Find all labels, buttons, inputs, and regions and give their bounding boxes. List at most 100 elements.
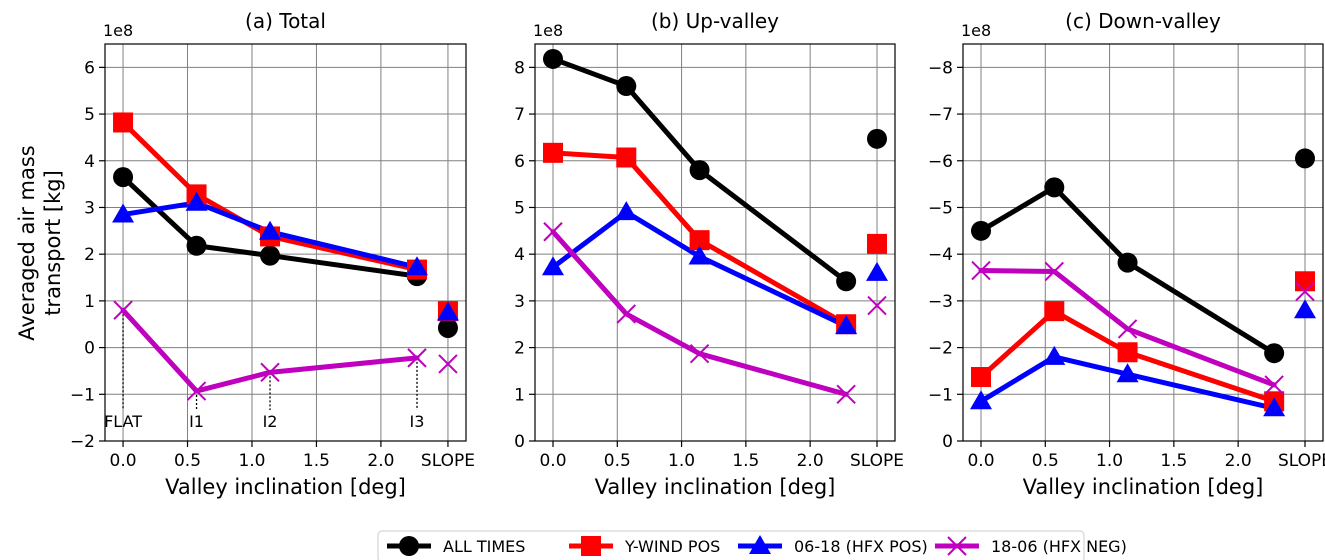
slope-point-ywind [867, 233, 887, 254]
legend-entry-ywind: Y-WIND POS [569, 536, 720, 556]
data-point-hfxneg [407, 348, 427, 368]
data-point-hfxneg [836, 384, 856, 405]
legend-label: 06-18 (HFX POS) [794, 537, 928, 556]
y-tick-label: −2 [928, 339, 953, 359]
data-point-all [113, 167, 134, 188]
data-point-ywind [543, 142, 563, 163]
axis-scale-label: 1e8 [103, 21, 133, 40]
x-tick-label: 1.5 [732, 451, 759, 471]
x-tick-label: 1.0 [238, 451, 265, 471]
x-tick-label: 1.0 [1096, 451, 1123, 471]
y-tick-label: 8 [514, 58, 525, 78]
y-tick-label: 3 [514, 292, 525, 312]
data-point-hfxpos [1263, 397, 1286, 417]
series-line-hfxpos [978, 354, 1277, 411]
annotation-label: I1 [189, 412, 204, 431]
data-point-all [971, 220, 991, 241]
y-tick-label: 2 [84, 245, 95, 265]
data-point-all [260, 245, 281, 266]
x-tick-label: 2.0 [797, 451, 824, 471]
chart-panels: FLAT I1 I2 I3 0.0 0.5 1.0 1.5 2.0 SLOPE −2 −1 0 1 2 3 4 5… [70, 9, 1325, 499]
data-point-hfxneg [186, 381, 207, 401]
x-tick-label: SLOPE [850, 451, 904, 471]
data-point-hfxpos [688, 245, 711, 265]
annotation-label: I3 [410, 412, 425, 431]
panel-1: FLAT I1 I2 I3 0.0 0.5 1.0 1.5 2.0 SLOPE −2 −1 0 1 2 3 4 5… [70, 9, 475, 499]
series-line-all [550, 56, 849, 284]
y-tick-label: 6 [514, 152, 525, 172]
y-tick-label: −1 [928, 385, 953, 405]
y-tick-label: −2 [70, 432, 95, 452]
legend-entry-hfxpos: 06-18 (HFX POS) [738, 535, 928, 556]
x-tick-label: SLOPE [1278, 451, 1325, 471]
data-point-ywind [971, 367, 991, 388]
y-tick-label: 0 [514, 432, 525, 452]
slope-point-all [867, 128, 887, 149]
y-tick-label: −4 [928, 245, 953, 265]
slope-point-ywind [1295, 271, 1315, 292]
axis-scale-label: 1e8 [961, 21, 991, 40]
legend-marker-hfxneg [947, 536, 967, 556]
y-tick-label: 6 [84, 58, 95, 78]
x-tick-label: 1.0 [668, 451, 695, 471]
slope-point-hfxneg [1295, 281, 1315, 302]
series-line-hfxneg [978, 268, 1277, 388]
data-point-hfxpos [259, 220, 282, 240]
x-tick-label: 0.5 [1032, 451, 1059, 471]
y-tick-label: −6 [928, 152, 953, 172]
x-axis-label: Valley inclination [deg] [165, 475, 406, 499]
data-point-all [1044, 177, 1065, 198]
data-point-hfxneg [260, 362, 280, 383]
data-point-ywind [616, 147, 637, 168]
annotation-label: FLAT [104, 412, 142, 431]
data-point-all [543, 48, 563, 69]
series-line-all [978, 184, 1277, 356]
y-tick-label: 4 [84, 152, 95, 172]
data-point-hfxneg [689, 343, 710, 364]
series-line-hfxpos [550, 209, 849, 329]
legend-marker-hfxpos [749, 535, 771, 554]
y-tick-label: 5 [84, 105, 95, 125]
y-axis-label-line1: Averaged air mass [15, 145, 39, 340]
data-point-ywind [689, 230, 710, 251]
x-tick-label: 0.5 [604, 451, 631, 471]
axis-scale-label: 1e8 [533, 21, 563, 40]
data-point-all [689, 160, 710, 181]
data-point-hfxpos [542, 256, 564, 276]
panel-title: (a) Total [245, 9, 326, 33]
series-line-hfxneg [550, 229, 849, 397]
slope-point-hfxpos [866, 261, 888, 281]
slope-point-hfxneg [438, 354, 458, 374]
x-tick-label: 1.5 [1160, 451, 1187, 471]
slope-point-hfxpos [1294, 299, 1316, 319]
x-tick-label: SLOPE [421, 451, 475, 471]
plot-frame [104, 43, 467, 442]
x-tick-label: 2.0 [1225, 451, 1252, 471]
x-tick-label: 0.5 [174, 451, 201, 471]
y-tick-label: 4 [514, 245, 525, 265]
plot-frame [962, 43, 1324, 442]
data-point-hfxpos [1116, 363, 1139, 383]
y-tick-label: 3 [84, 198, 95, 218]
y-tick-label: 1 [514, 385, 525, 405]
series-line-hfxneg [120, 307, 420, 394]
data-point-all [1117, 252, 1138, 273]
series-line-all [120, 174, 420, 279]
data-point-hfxneg [543, 222, 563, 242]
legend: ALL TIMES Y-WIND POS 06-18 (HFX POS) 18-06 … [377, 530, 1127, 560]
x-tick-label: 2.0 [367, 451, 394, 471]
y-tick-label: 0 [84, 339, 95, 359]
legend-marker-ywind [581, 536, 601, 556]
series-line-ywind [978, 308, 1277, 404]
panel-3: 0.0 0.5 1.0 1.5 2.0 SLOPE 0 −1 −2 −3 −4 −5 −6 −7 −8 (c)… [928, 9, 1325, 499]
panel-title: (b) Up-valley [651, 9, 779, 33]
y-tick-label: 0 [942, 432, 953, 452]
y-tick-label: −7 [928, 105, 953, 125]
data-point-hfxpos [112, 203, 135, 223]
y-tick-label: 5 [514, 198, 525, 218]
data-point-hfxpos [970, 390, 992, 410]
x-axis-label: Valley inclination [deg] [595, 475, 836, 499]
slope-point-hfxpos [436, 301, 459, 321]
panel-2: 0.0 0.5 1.0 1.5 2.0 SLOPE 0 1 2 3 4 5 6 7 8 (b) Up-vall… [514, 9, 904, 499]
